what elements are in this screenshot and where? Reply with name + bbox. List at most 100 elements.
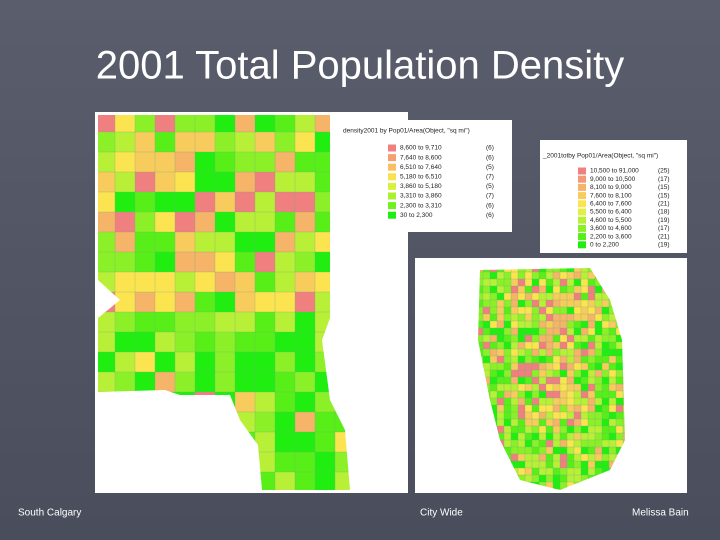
- legend-label: 3,860 to 5,180: [400, 183, 442, 190]
- map-cell: [517, 432, 526, 441]
- map-cell: [482, 355, 491, 364]
- map-cell: [545, 341, 554, 350]
- map-cell: [524, 425, 533, 434]
- map-cell: [573, 341, 582, 350]
- map-cell: [234, 211, 256, 233]
- map-cell: [274, 331, 296, 353]
- map-cell: [559, 348, 568, 357]
- map-cell: [524, 292, 533, 301]
- map-cell: [552, 411, 561, 420]
- map-cell: [601, 299, 610, 308]
- legend-label: 5,500 to 6,400: [590, 209, 632, 216]
- map-cell: [559, 390, 568, 399]
- map-cell: [573, 376, 582, 385]
- map-cell: [154, 115, 176, 133]
- map-cell: [254, 151, 276, 173]
- map-cell: [531, 376, 540, 385]
- map-cell: [98, 171, 116, 193]
- map-cell: [601, 376, 610, 385]
- map-cell: [134, 191, 156, 213]
- map-cell: [524, 278, 533, 287]
- map-cell: [254, 231, 276, 253]
- map-cell: [566, 439, 575, 448]
- map-cell: [538, 432, 547, 441]
- map-cell: [510, 446, 519, 455]
- map-cell: [274, 451, 296, 473]
- map-cell: [601, 460, 610, 469]
- legend-label: 10,500 to 91,000: [590, 168, 639, 175]
- map-cell: [482, 348, 491, 357]
- map-cell: [234, 311, 256, 333]
- legend-label: 7,600 to 8,100: [590, 192, 632, 199]
- map-cell: [566, 390, 575, 399]
- map-cell: [559, 425, 568, 434]
- map-cell: [580, 313, 589, 322]
- legend-swatch: [578, 192, 586, 200]
- map-cell: [510, 334, 519, 343]
- map-cell: [517, 439, 526, 448]
- footer-left: South Calgary: [18, 508, 81, 519]
- map-cell: [254, 191, 276, 213]
- map-cell: [496, 299, 505, 308]
- map-cell: [503, 348, 512, 357]
- map-cell: [531, 460, 540, 469]
- map-cell: [510, 397, 519, 406]
- legend-title: density2001 by Pop01/Area(Object, "sq mi…: [343, 128, 470, 135]
- map-cell: [573, 369, 582, 378]
- map-cell: [489, 285, 498, 294]
- map-cell: [608, 397, 617, 406]
- legend-label: 7,640 to 8,600: [400, 154, 442, 161]
- map-cell: [587, 439, 596, 448]
- map-cell: [608, 362, 617, 371]
- map-cell: [510, 376, 519, 385]
- map-cell: [545, 362, 554, 371]
- map-cell: [274, 211, 296, 233]
- map-cell: [489, 341, 498, 350]
- map-cell: [545, 313, 554, 322]
- map-cell: [154, 271, 176, 293]
- map-cell: [274, 291, 296, 313]
- map-cell: [294, 231, 316, 253]
- map-cell: [524, 418, 533, 427]
- map-cell: [194, 251, 216, 273]
- legend-swatch: [388, 154, 396, 162]
- map-cell: [524, 313, 533, 322]
- map-cell: [545, 348, 554, 357]
- map-cell: [174, 271, 196, 293]
- map-cell: [580, 278, 589, 287]
- map-cell: [580, 439, 589, 448]
- map-cell: [489, 334, 498, 343]
- legend-count: (15): [658, 192, 670, 199]
- map-cell: [517, 292, 526, 301]
- map-cell: [114, 251, 136, 273]
- map-cell: [594, 418, 603, 427]
- map-cell: [503, 320, 512, 329]
- map-cell: [552, 432, 561, 441]
- map-cell: [538, 292, 547, 301]
- map-cell: [98, 371, 116, 393]
- map-cell: [587, 418, 596, 427]
- map-cell: [517, 467, 526, 476]
- map-cell: [154, 331, 176, 353]
- map-cell: [566, 397, 575, 406]
- map-cell: [214, 271, 236, 293]
- map-cell: [601, 439, 610, 448]
- map-cell: [510, 439, 519, 448]
- legend-label: 3,600 to 4,600: [590, 225, 632, 232]
- map-cell: [559, 383, 568, 392]
- map-cell: [545, 439, 554, 448]
- map-cell: [580, 376, 589, 385]
- legend-count: (6): [486, 154, 494, 161]
- map-cell: [552, 376, 561, 385]
- map-cell: [573, 278, 582, 287]
- map-cell: [545, 327, 554, 336]
- map-cell: [114, 211, 136, 233]
- map-cell: [496, 397, 505, 406]
- map-cell: [608, 390, 617, 399]
- map-cell: [174, 211, 196, 233]
- map-cell: [98, 351, 116, 373]
- map-cell: [510, 390, 519, 399]
- map-cell: [517, 327, 526, 336]
- map-cell: [154, 131, 176, 153]
- map-cell: [482, 292, 491, 301]
